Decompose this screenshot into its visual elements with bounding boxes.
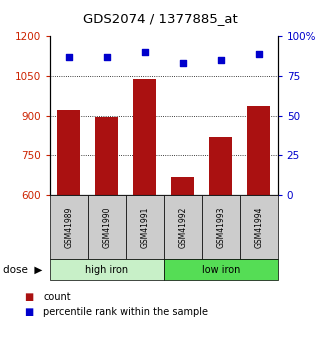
Bar (95, 117, 118, 195)
Bar (133, 79, 156, 195)
Text: ■: ■ (24, 292, 33, 302)
Point (104, 54, 109, 60)
Text: high iron: high iron (85, 265, 128, 275)
Text: GSM41992: GSM41992 (178, 206, 187, 247)
Bar (57, 110, 80, 195)
Bar (209, 137, 232, 195)
Point (180, 60, 185, 66)
Point (66, 54, 71, 60)
Text: GSM41993: GSM41993 (216, 206, 225, 248)
Text: GSM41991: GSM41991 (140, 206, 149, 247)
Bar (247, 106, 270, 195)
Text: ■: ■ (24, 307, 33, 317)
Text: GSM41990: GSM41990 (102, 206, 111, 248)
Text: count: count (43, 292, 71, 302)
Point (218, 57, 223, 63)
Point (256, 51, 261, 57)
Bar (171, 177, 194, 195)
Text: GSM41994: GSM41994 (254, 206, 263, 248)
Text: percentile rank within the sample: percentile rank within the sample (43, 307, 208, 317)
Text: GSM41989: GSM41989 (64, 206, 73, 247)
Text: GDS2074 / 1377885_at: GDS2074 / 1377885_at (83, 12, 238, 26)
Text: low iron: low iron (202, 265, 240, 275)
Point (142, 49, 147, 55)
Text: dose  ▶: dose ▶ (3, 265, 43, 275)
